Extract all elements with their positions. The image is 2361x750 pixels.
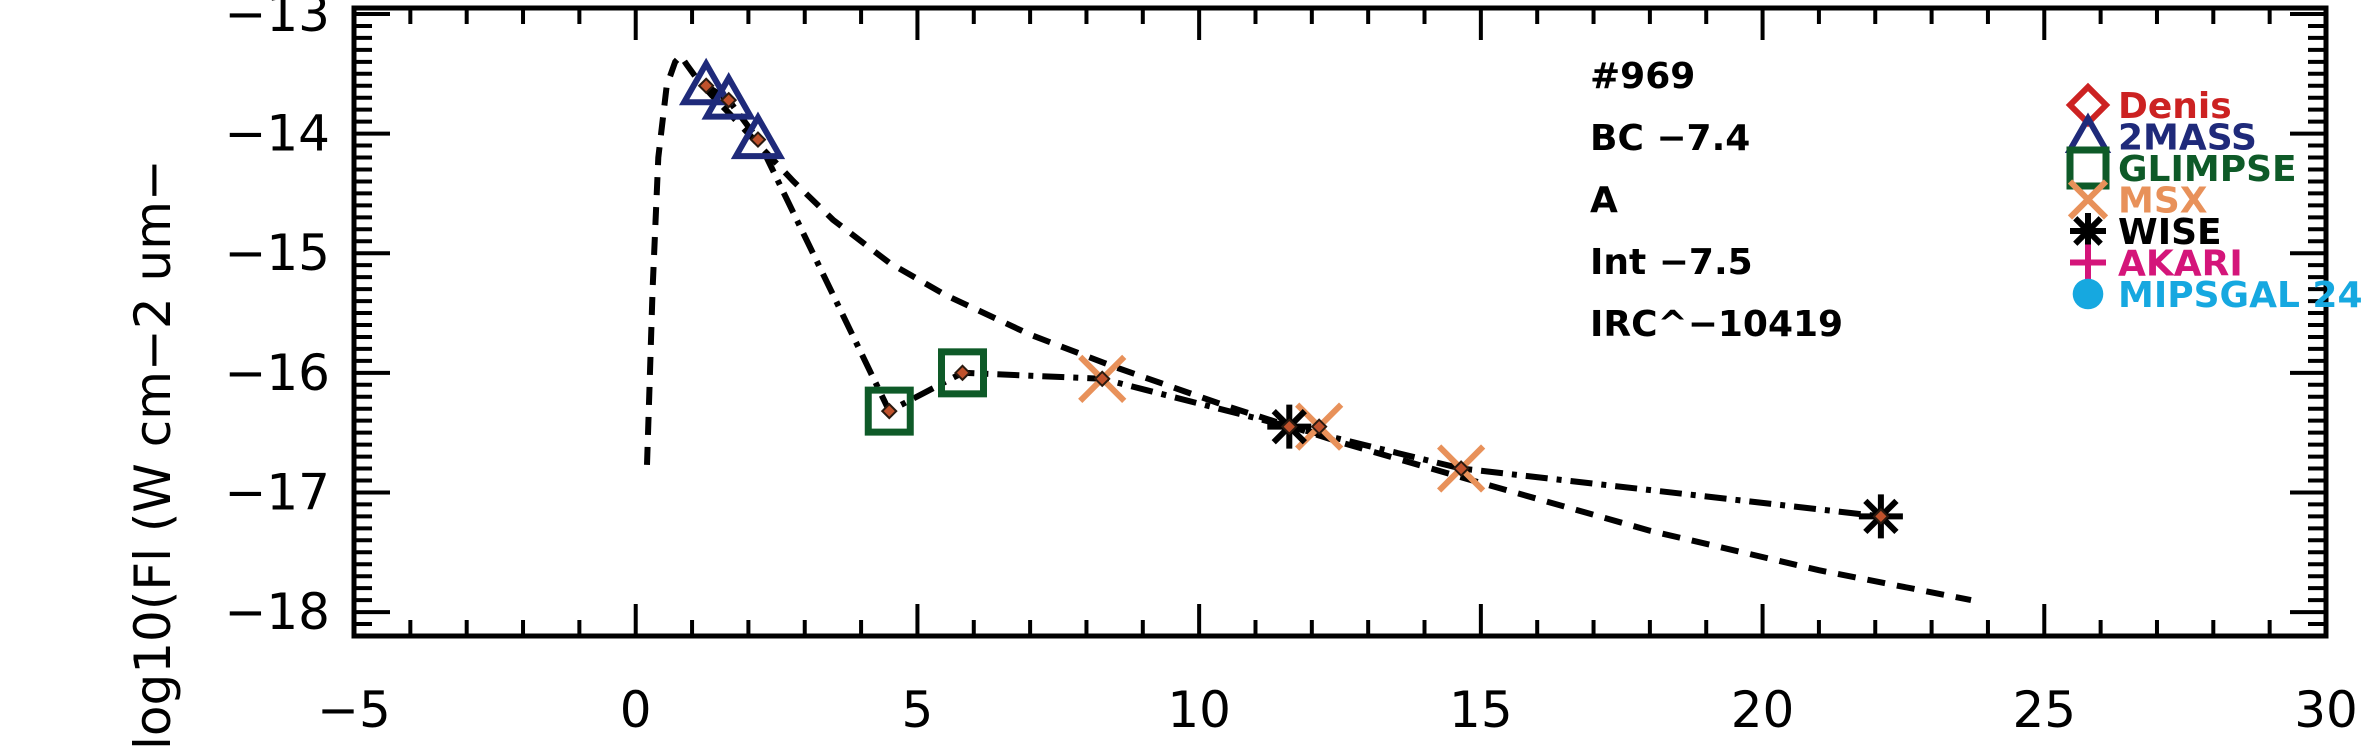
x-tick-label: 25 xyxy=(2012,681,2076,739)
photometry-point xyxy=(720,91,738,109)
legend-item-2mass: 2MASS xyxy=(2064,112,2257,159)
axes: −5 0 5 10 15 20 25 30 −18 −17 −16 −15 −14 −13 xyxy=(224,0,2357,739)
2mass-point xyxy=(701,72,756,120)
annotation-line: A xyxy=(1590,180,1618,221)
data-markers xyxy=(678,57,1903,539)
photometry-point xyxy=(1093,370,1111,388)
annotation-line: IRC^−10419 xyxy=(1590,304,1843,345)
plot-frame xyxy=(351,5,2329,639)
photometry-point xyxy=(697,77,715,95)
plus-icon xyxy=(2070,244,2106,281)
annotation-line: Int −7.5 xyxy=(1590,242,1753,283)
x-tick-label: 0 xyxy=(620,681,652,739)
circle-icon xyxy=(2072,278,2104,310)
photometry-point xyxy=(749,131,767,148)
legend-item-akari: AKARI xyxy=(2070,244,2243,285)
legend-label: Denis xyxy=(2118,86,2232,127)
legend-item-mipsgal-24: MIPSGAL 24 xyxy=(2072,275,2361,316)
legend-label: 2MASS xyxy=(2118,118,2257,159)
y-tick-label: −16 xyxy=(224,344,330,402)
square-icon xyxy=(2066,146,2110,190)
photometry-point xyxy=(1280,418,1298,436)
annotation-line: BC −7.4 xyxy=(1590,118,1750,159)
y-axis-label: log10(Fl (W cm−2 um− xyxy=(124,159,182,750)
x-tick-label: 15 xyxy=(1449,681,1513,739)
photometry-point xyxy=(1452,460,1470,477)
legend-label: MSX xyxy=(2118,181,2208,222)
2mass-point xyxy=(730,111,786,160)
y-tick-label: −18 xyxy=(224,583,330,641)
model-curve-dashed xyxy=(644,50,1972,604)
legend-item-glimpse: GLIMPSE xyxy=(2066,146,2297,190)
legend-label: MIPSGAL 24 xyxy=(2118,275,2361,316)
legend-label: GLIMPSE xyxy=(2118,149,2297,190)
legend-label: AKARI xyxy=(2118,244,2243,285)
legend-label: WISE xyxy=(2118,212,2222,253)
y-tick-label: −13 xyxy=(224,0,330,43)
legend-item-msx: MSX xyxy=(2067,179,2208,222)
x-tick-label: 10 xyxy=(1167,681,1231,739)
y-tick-label: −15 xyxy=(224,224,330,282)
x-tick-label: 20 xyxy=(1731,681,1795,739)
x-icon xyxy=(2067,179,2109,220)
asterisk-icon xyxy=(2070,213,2106,249)
photometry-point xyxy=(880,402,898,420)
glimpse-point xyxy=(864,386,914,436)
photometry-point xyxy=(954,364,971,382)
glimpse-point xyxy=(938,348,988,398)
legend-item-wise: WISE xyxy=(2070,212,2222,253)
photometry-point xyxy=(1310,418,1328,436)
annotation-block: #969 BC −7.4 A Int −7.5 IRC^−10419 xyxy=(1590,56,1843,345)
2mass-point xyxy=(678,57,734,106)
y-tick-label: −14 xyxy=(224,105,330,163)
photometry-point xyxy=(1872,507,1890,525)
y-tick-label: −17 xyxy=(224,463,330,521)
x-tick-label: 5 xyxy=(902,681,934,739)
x-tick-label: 30 xyxy=(2294,681,2358,739)
triangle-icon xyxy=(2064,112,2112,153)
legend-item-denis: Denis xyxy=(2065,82,2232,128)
annotation-line: #969 xyxy=(1590,56,1695,97)
x-tick-label: −5 xyxy=(317,681,391,739)
